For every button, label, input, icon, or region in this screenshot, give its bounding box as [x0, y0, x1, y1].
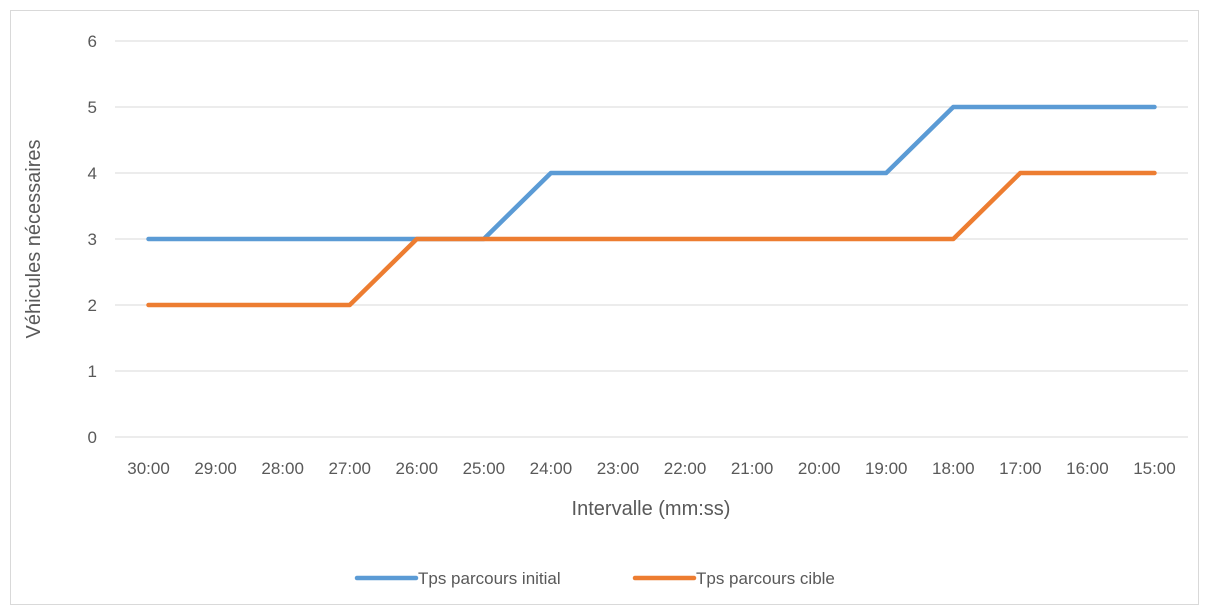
x-tick-label: 27:00 [328, 459, 371, 478]
y-tick-label: 1 [88, 362, 97, 381]
x-tick-label: 22:00 [664, 459, 707, 478]
y-axis-title: Véhicules nécessaires [23, 140, 45, 339]
y-axis-ticks: 0 1 2 3 4 5 6 [88, 32, 97, 447]
x-tick-label: 20:00 [798, 459, 841, 478]
y-tick-label: 5 [88, 98, 97, 117]
x-tick-label: 17:00 [999, 459, 1042, 478]
legend: Tps parcours initial Tps parcours cible [354, 569, 835, 588]
y-tick-label: 6 [88, 32, 97, 51]
x-tick-label: 23:00 [597, 459, 640, 478]
y-tick-label: 3 [88, 230, 97, 249]
x-axis-ticks: 30:00 29:00 28:00 27:00 26:00 25:00 24:00 23:00… [127, 459, 1175, 478]
legend-label-1: Tps parcours cible [696, 569, 835, 588]
x-tick-label: 24:00 [530, 459, 573, 478]
x-tick-label: 30:00 [127, 459, 170, 478]
y-tick-label: 4 [88, 164, 97, 183]
x-tick-label: 25:00 [463, 459, 506, 478]
series-line-1 [146, 170, 1157, 308]
x-tick-label: 16:00 [1066, 459, 1109, 478]
x-tick-label: 29:00 [194, 459, 237, 478]
y-tick-label: 2 [88, 296, 97, 315]
x-tick-label: 19:00 [865, 459, 908, 478]
series-lines [146, 104, 1157, 308]
y-tick-label: 0 [88, 428, 97, 447]
x-tick-label: 15:00 [1133, 459, 1176, 478]
x-tick-label: 26:00 [396, 459, 439, 478]
x-tick-label: 18:00 [932, 459, 975, 478]
legend-label-0: Tps parcours initial [418, 569, 561, 588]
x-tick-label: 28:00 [261, 459, 304, 478]
series-line-0 [146, 104, 1157, 242]
x-axis-title: Intervalle (mm:ss) [572, 498, 731, 520]
x-tick-label: 21:00 [731, 459, 774, 478]
